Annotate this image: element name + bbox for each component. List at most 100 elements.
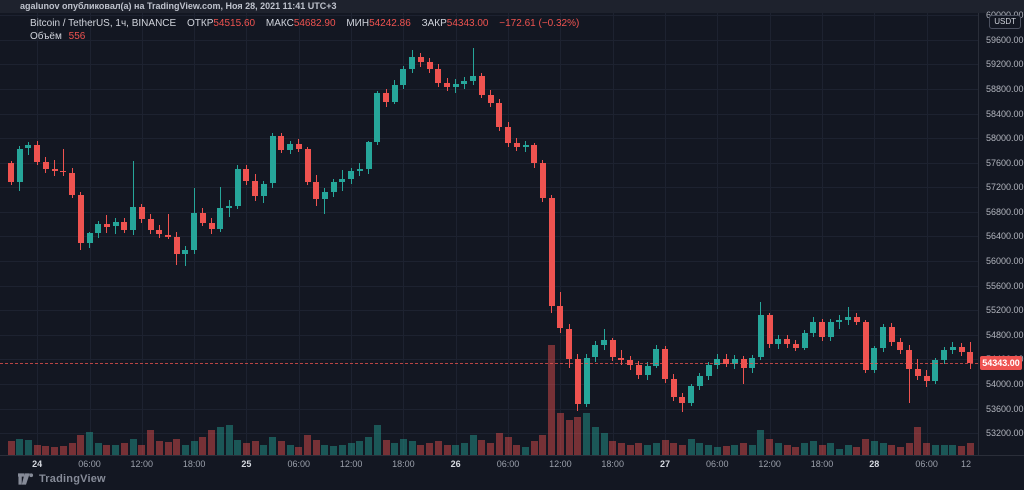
candle-body bbox=[679, 396, 686, 403]
candle-body bbox=[696, 375, 703, 387]
footer-bar: TradingView bbox=[0, 472, 1024, 490]
candle-body bbox=[914, 369, 921, 376]
candle-body bbox=[313, 181, 320, 200]
price-tick-label: 58400.00 bbox=[986, 108, 1024, 119]
vertical-gridline bbox=[926, 13, 928, 455]
candle-body bbox=[461, 80, 468, 84]
candle-body bbox=[234, 169, 241, 206]
candle-body bbox=[949, 347, 956, 351]
candle-body bbox=[810, 321, 817, 333]
price-tick-label: 53200.00 bbox=[986, 428, 1024, 438]
symbol-title[interactable]: Bitcoin / TetherUS, 1ч, BINANCE bbox=[30, 18, 177, 29]
volume-bar bbox=[792, 447, 800, 455]
candle-body bbox=[86, 233, 93, 244]
candle-body bbox=[871, 348, 878, 370]
price-tick-label: 56800.00 bbox=[986, 206, 1024, 217]
horizontal-gridline bbox=[0, 15, 978, 17]
candle-body bbox=[522, 144, 529, 148]
volume-bar bbox=[242, 442, 250, 455]
price-tick-label: 53600.00 bbox=[986, 403, 1024, 414]
horizontal-gridline bbox=[0, 310, 978, 312]
volume-bar bbox=[391, 442, 399, 455]
candle-body bbox=[112, 221, 119, 227]
volume-bar bbox=[565, 420, 573, 455]
tradingview-brand-text: TradingView bbox=[39, 473, 106, 485]
horizontal-gridline bbox=[0, 236, 978, 238]
volume-bar bbox=[609, 440, 617, 455]
volume-bar bbox=[147, 429, 154, 455]
candle-body bbox=[147, 219, 154, 231]
candle-body bbox=[801, 332, 808, 348]
candle-body bbox=[42, 162, 49, 169]
candle-body bbox=[77, 195, 84, 244]
candle-body bbox=[138, 206, 145, 220]
candle-body bbox=[505, 127, 511, 143]
volume-bar bbox=[399, 438, 407, 455]
volume-bar bbox=[199, 437, 207, 455]
candle-body bbox=[60, 170, 67, 173]
volume-bar bbox=[286, 445, 294, 455]
volume-bar bbox=[774, 442, 782, 455]
volume-bar bbox=[958, 446, 965, 455]
time-tick-label: 06:00 bbox=[287, 459, 311, 469]
horizontal-gridline bbox=[0, 433, 978, 434]
time-tick-label: 12 bbox=[960, 459, 971, 469]
time-tick-label: 06:00 bbox=[915, 459, 938, 469]
volume-bar bbox=[504, 437, 512, 455]
change-value: −172.61 (−0.32%) bbox=[499, 18, 580, 29]
volume-bar bbox=[365, 437, 372, 455]
candle-body bbox=[260, 183, 267, 196]
candle-body bbox=[365, 142, 372, 170]
candle-body bbox=[958, 347, 965, 353]
volume-bar bbox=[251, 440, 259, 455]
chart-plot-area[interactable] bbox=[0, 13, 979, 455]
ohlc-open: ОТКР54515.60 bbox=[186, 18, 256, 29]
candle-body bbox=[417, 56, 424, 63]
candle-body bbox=[853, 316, 860, 323]
volume-bar bbox=[591, 427, 599, 455]
volume-bar bbox=[940, 445, 948, 455]
candle-body bbox=[356, 169, 363, 171]
candle-body bbox=[601, 340, 607, 346]
tradingview-brand[interactable]: TradingView bbox=[18, 473, 106, 485]
time-tick-label: 06:00 bbox=[496, 459, 520, 469]
volume-bar bbox=[295, 447, 303, 455]
candle-body bbox=[967, 352, 974, 363]
volume-bar bbox=[722, 446, 730, 455]
volume-bar bbox=[617, 442, 625, 455]
time-axis[interactable]: 24 06:00 12:00 18:00 25 06:00 12:00 18:00 26 06:0… bbox=[0, 455, 1024, 472]
candle-body bbox=[784, 339, 791, 344]
candle-body bbox=[156, 230, 163, 235]
volume-bar bbox=[644, 445, 652, 455]
price-axis[interactable]: USDT 54343.00 60000.0059600.0059200.0058… bbox=[979, 10, 1024, 455]
volume-bar bbox=[112, 445, 120, 455]
candle-body bbox=[409, 56, 416, 69]
volume-bar bbox=[77, 435, 85, 455]
price-tick-label: 54000.00 bbox=[986, 378, 1024, 389]
price-tick-label: 56000.00 bbox=[986, 256, 1024, 266]
candle-body bbox=[304, 149, 311, 182]
vertical-gridline bbox=[874, 13, 876, 455]
volume-bar bbox=[155, 440, 163, 455]
horizontal-gridline bbox=[0, 261, 978, 262]
candle-body bbox=[827, 321, 834, 338]
volume-bar bbox=[896, 447, 904, 455]
volume-bar bbox=[696, 442, 704, 455]
volume-bar bbox=[434, 440, 442, 455]
candle-body bbox=[566, 328, 573, 360]
candle-body bbox=[644, 366, 651, 376]
horizontal-gridline bbox=[0, 334, 978, 336]
candle-wick bbox=[743, 356, 744, 385]
volume-bar bbox=[670, 442, 678, 455]
currency-badge[interactable]: USDT bbox=[989, 15, 1021, 29]
candle-body bbox=[278, 135, 285, 150]
volume-bar bbox=[583, 413, 590, 455]
candle-body bbox=[226, 205, 232, 209]
volume-bar bbox=[452, 445, 460, 455]
candle-body bbox=[609, 340, 616, 358]
last-price-line bbox=[0, 362, 978, 364]
volume-bar bbox=[164, 442, 172, 455]
volume-bar bbox=[120, 442, 128, 455]
volume-bar bbox=[16, 438, 24, 455]
candle-wick bbox=[184, 245, 186, 266]
